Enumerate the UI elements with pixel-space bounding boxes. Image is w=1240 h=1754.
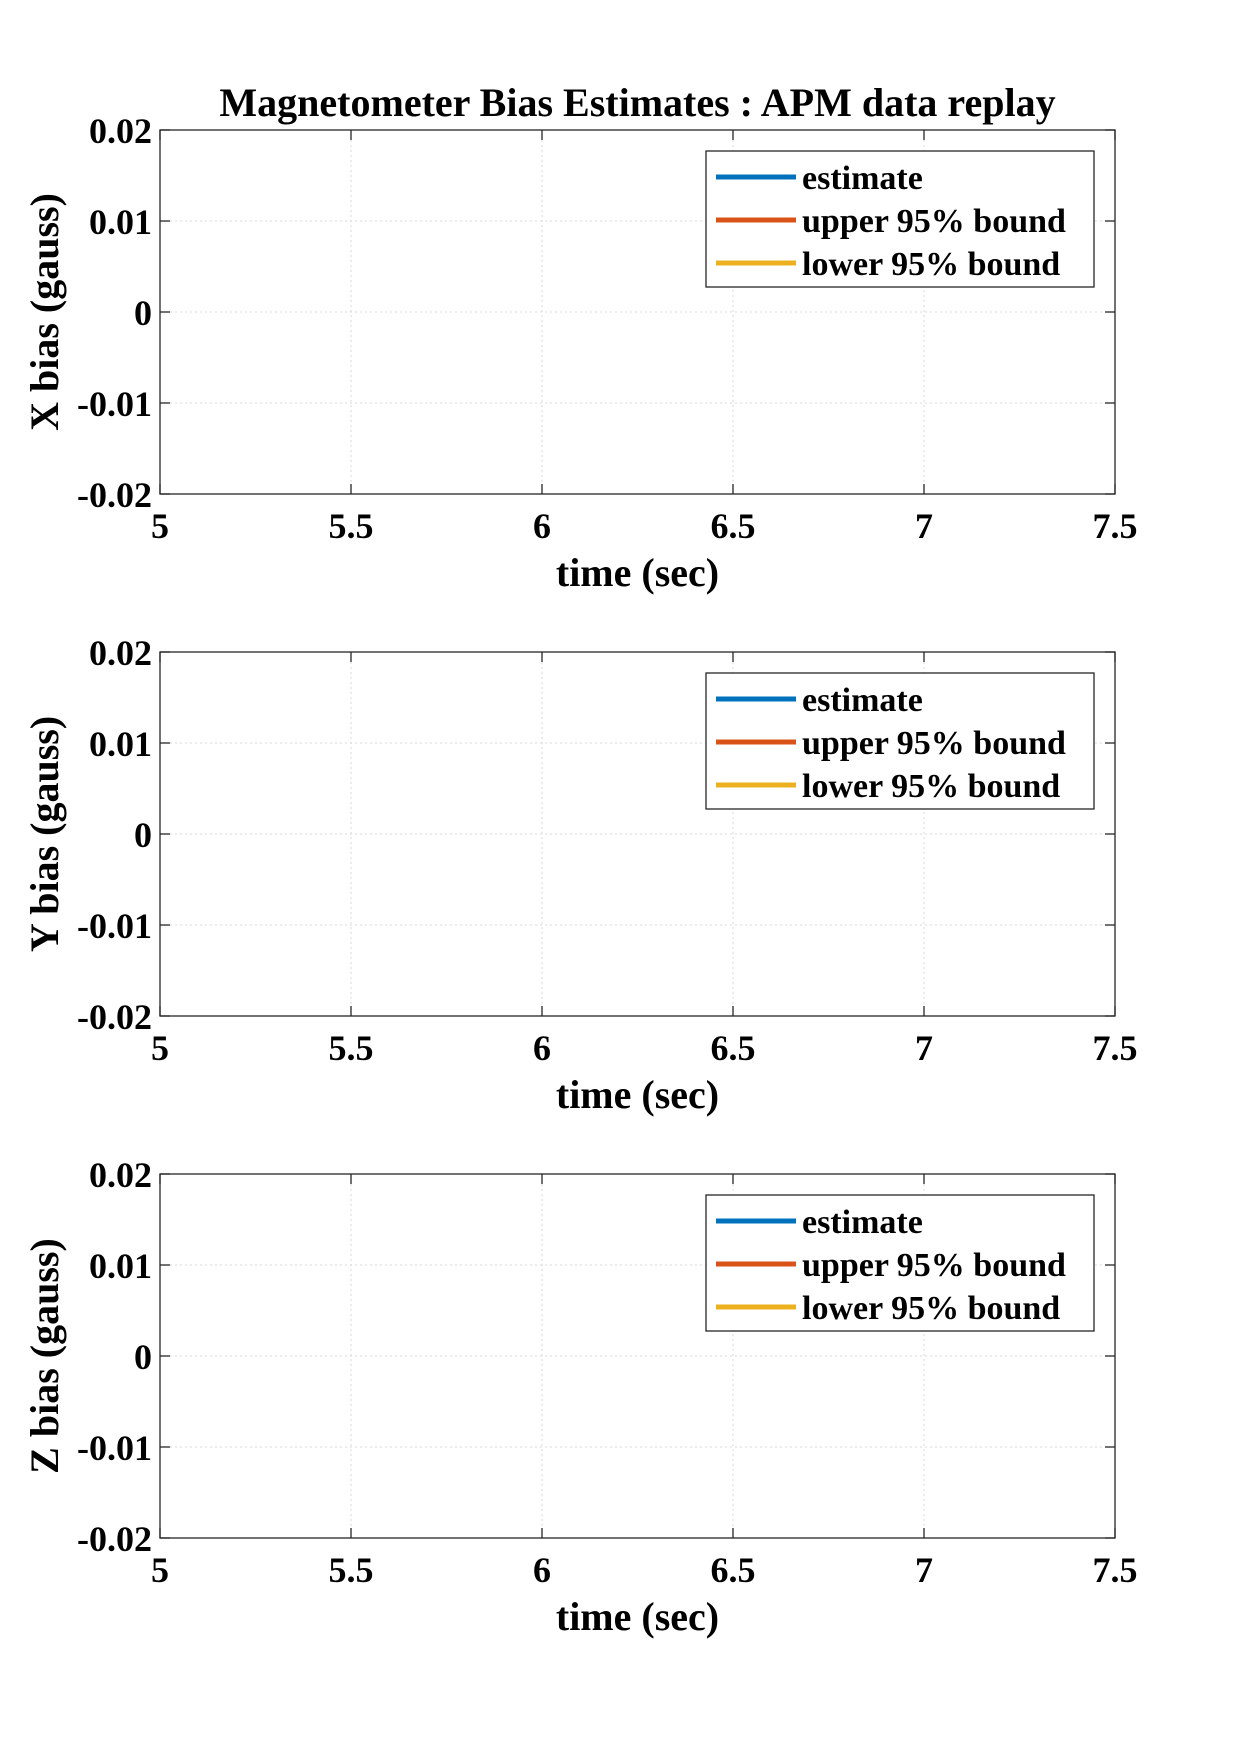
x-tick-label: 6.5 — [711, 506, 756, 546]
x-tick-label: 7.5 — [1093, 506, 1138, 546]
x-tick-label: 5 — [151, 1550, 169, 1590]
legend: estimate upper 95% bound lower 95% bound — [705, 1194, 1095, 1332]
legend-label-1: estimate — [802, 682, 923, 719]
y-tick-label: -0.01 — [77, 1428, 152, 1468]
y-tick-label: 0 — [134, 293, 152, 333]
x-axis-label: time (sec) — [556, 1594, 719, 1639]
x-tick-label: 6 — [533, 506, 551, 546]
y-tick-label: 0 — [134, 815, 152, 855]
figure-title: Magnetometer Bias Estimates : APM data r… — [219, 80, 1055, 125]
y-tick-label: 0.01 — [89, 1246, 152, 1286]
legend-label-2: upper 95% bound — [802, 1247, 1066, 1284]
subplot-3: 5 5.5 6 6.5 7 7.5 -0.02 -0.01 0 0.01 0.02 time (sec… — [22, 1155, 1138, 1639]
subplot-1: 5 5.5 6 6.5 7 7.5 -0.02 -0.01 0 0.01 0.02 time (sec… — [22, 111, 1138, 595]
y-tick-label: 0.01 — [89, 202, 152, 242]
y-tick-label: 0.02 — [89, 633, 152, 673]
x-tick-label: 5.5 — [329, 1550, 374, 1590]
x-tick-label: 5.5 — [329, 1028, 374, 1068]
subplot-2: 5 5.5 6 6.5 7 7.5 -0.02 -0.01 0 0.01 0.02 time (sec… — [22, 633, 1138, 1117]
legend-label-3: lower 95% bound — [802, 246, 1060, 283]
legend-label-2: upper 95% bound — [802, 725, 1066, 762]
y-tick-label: 0.02 — [89, 1155, 152, 1195]
x-tick-label: 6.5 — [711, 1550, 756, 1590]
legend-label-2: upper 95% bound — [802, 203, 1066, 240]
y-tick-label: 0.02 — [89, 111, 152, 151]
legend-label-3: lower 95% bound — [802, 768, 1060, 805]
y-tick-label: -0.02 — [77, 475, 152, 515]
x-tick-label: 5.5 — [329, 506, 374, 546]
legend-label-1: estimate — [802, 160, 923, 197]
y-tick-label: 0.01 — [89, 724, 152, 764]
x-tick-label: 5 — [151, 1028, 169, 1068]
x-tick-label: 7.5 — [1093, 1028, 1138, 1068]
x-tick-label: 7 — [915, 1550, 933, 1590]
y-tick-label: -0.02 — [77, 997, 152, 1037]
y-axis-label: Y bias (gauss) — [22, 716, 67, 952]
y-tick-label: -0.02 — [77, 1519, 152, 1559]
legend: estimate upper 95% bound lower 95% bound — [705, 150, 1095, 288]
x-tick-label: 6.5 — [711, 1028, 756, 1068]
y-tick-label: -0.01 — [77, 384, 152, 424]
x-tick-label: 6 — [533, 1028, 551, 1068]
legend: estimate upper 95% bound lower 95% bound — [705, 672, 1095, 810]
y-tick-label: 0 — [134, 1337, 152, 1377]
legend-label-3: lower 95% bound — [802, 1290, 1060, 1327]
x-tick-label: 6 — [533, 1550, 551, 1590]
legend-label-1: estimate — [802, 1204, 923, 1241]
y-axis-label: X bias (gauss) — [22, 193, 67, 431]
y-tick-label: -0.01 — [77, 906, 152, 946]
x-axis-label: time (sec) — [556, 1072, 719, 1117]
x-tick-label: 7 — [915, 1028, 933, 1068]
x-axis-label: time (sec) — [556, 550, 719, 595]
x-tick-label: 7.5 — [1093, 1550, 1138, 1590]
x-tick-label: 7 — [915, 506, 933, 546]
y-axis-label: Z bias (gauss) — [22, 1238, 67, 1474]
x-tick-label: 5 — [151, 506, 169, 546]
